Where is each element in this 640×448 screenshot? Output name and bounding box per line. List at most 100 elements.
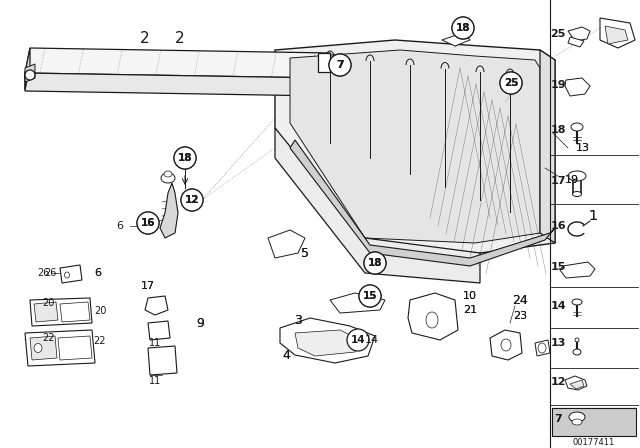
- Polygon shape: [290, 50, 540, 243]
- Text: 22: 22: [42, 333, 55, 343]
- Text: 23: 23: [513, 311, 527, 321]
- Ellipse shape: [501, 339, 511, 351]
- Polygon shape: [275, 40, 555, 253]
- Circle shape: [359, 285, 381, 307]
- Polygon shape: [280, 318, 375, 363]
- Circle shape: [174, 147, 196, 169]
- Polygon shape: [318, 53, 330, 72]
- Ellipse shape: [65, 272, 70, 278]
- Text: 5: 5: [301, 246, 309, 259]
- Text: 2: 2: [140, 30, 150, 46]
- Ellipse shape: [572, 299, 582, 305]
- Polygon shape: [568, 27, 590, 41]
- Polygon shape: [535, 340, 550, 356]
- Polygon shape: [442, 33, 470, 46]
- Text: 18: 18: [368, 258, 382, 268]
- Polygon shape: [58, 336, 92, 360]
- Text: 13: 13: [576, 143, 590, 153]
- Text: 00177411: 00177411: [573, 438, 615, 447]
- Text: 13: 13: [576, 143, 590, 153]
- Text: 17: 17: [550, 176, 566, 186]
- Polygon shape: [148, 321, 170, 340]
- Circle shape: [181, 189, 203, 211]
- Text: 25: 25: [550, 29, 566, 39]
- Polygon shape: [60, 265, 82, 283]
- Text: 3: 3: [294, 314, 302, 327]
- Circle shape: [452, 17, 474, 39]
- Ellipse shape: [573, 349, 581, 355]
- Text: 1: 1: [589, 209, 597, 223]
- Text: 6: 6: [95, 268, 102, 278]
- Polygon shape: [160, 183, 178, 238]
- Polygon shape: [600, 18, 635, 48]
- Text: 19: 19: [565, 175, 579, 185]
- Text: 20: 20: [94, 306, 106, 316]
- Polygon shape: [34, 302, 58, 322]
- Text: 26: 26: [38, 268, 50, 278]
- Polygon shape: [30, 336, 57, 360]
- Text: 17: 17: [141, 281, 155, 291]
- Text: 6: 6: [116, 221, 124, 231]
- Text: 14: 14: [365, 335, 379, 345]
- Circle shape: [174, 147, 196, 169]
- Text: 16: 16: [141, 218, 156, 228]
- Text: 4: 4: [282, 349, 290, 362]
- Text: 26: 26: [44, 268, 56, 278]
- Circle shape: [364, 252, 386, 274]
- Text: 15: 15: [363, 291, 377, 301]
- Text: 21: 21: [463, 305, 477, 315]
- Polygon shape: [268, 230, 305, 258]
- Text: 18: 18: [456, 23, 470, 33]
- Text: 20: 20: [43, 298, 55, 308]
- Text: 24: 24: [512, 293, 528, 306]
- Polygon shape: [25, 73, 325, 96]
- Text: 9: 9: [196, 316, 204, 329]
- Text: 15: 15: [550, 262, 566, 272]
- Polygon shape: [490, 330, 522, 360]
- Text: 24: 24: [512, 293, 528, 306]
- Ellipse shape: [568, 171, 586, 181]
- Text: 5: 5: [301, 246, 309, 259]
- Text: 12: 12: [185, 195, 199, 205]
- Polygon shape: [295, 330, 360, 356]
- Ellipse shape: [575, 338, 579, 342]
- Text: 25: 25: [504, 78, 518, 88]
- Text: 18: 18: [178, 153, 192, 163]
- Circle shape: [500, 72, 522, 94]
- Text: 7: 7: [554, 414, 562, 424]
- Circle shape: [452, 17, 474, 39]
- Ellipse shape: [572, 419, 582, 425]
- Polygon shape: [568, 37, 584, 47]
- Text: 13: 13: [550, 338, 566, 348]
- Polygon shape: [565, 78, 590, 96]
- Text: 12: 12: [550, 377, 566, 387]
- Text: 14: 14: [351, 335, 365, 345]
- Text: 18: 18: [550, 125, 566, 135]
- Circle shape: [359, 285, 381, 307]
- Polygon shape: [540, 50, 555, 243]
- Polygon shape: [560, 262, 595, 278]
- Text: 1: 1: [589, 209, 597, 223]
- Polygon shape: [552, 408, 636, 436]
- Text: 7: 7: [336, 60, 344, 70]
- Text: 6: 6: [95, 268, 102, 278]
- Text: 10: 10: [463, 291, 477, 301]
- Text: 11: 11: [149, 338, 161, 348]
- Circle shape: [25, 70, 35, 80]
- Polygon shape: [25, 48, 330, 78]
- Text: 15: 15: [363, 291, 377, 301]
- Text: 9: 9: [196, 316, 204, 329]
- Ellipse shape: [573, 191, 582, 197]
- Text: 10: 10: [463, 291, 477, 301]
- Circle shape: [137, 212, 159, 234]
- Polygon shape: [290, 140, 555, 266]
- Polygon shape: [330, 293, 385, 313]
- Text: 11: 11: [149, 376, 161, 386]
- Circle shape: [137, 212, 159, 234]
- Circle shape: [181, 189, 203, 211]
- Text: 22: 22: [93, 336, 106, 346]
- Circle shape: [329, 54, 351, 76]
- Text: 12: 12: [185, 195, 199, 205]
- Circle shape: [329, 54, 351, 76]
- Ellipse shape: [426, 312, 438, 328]
